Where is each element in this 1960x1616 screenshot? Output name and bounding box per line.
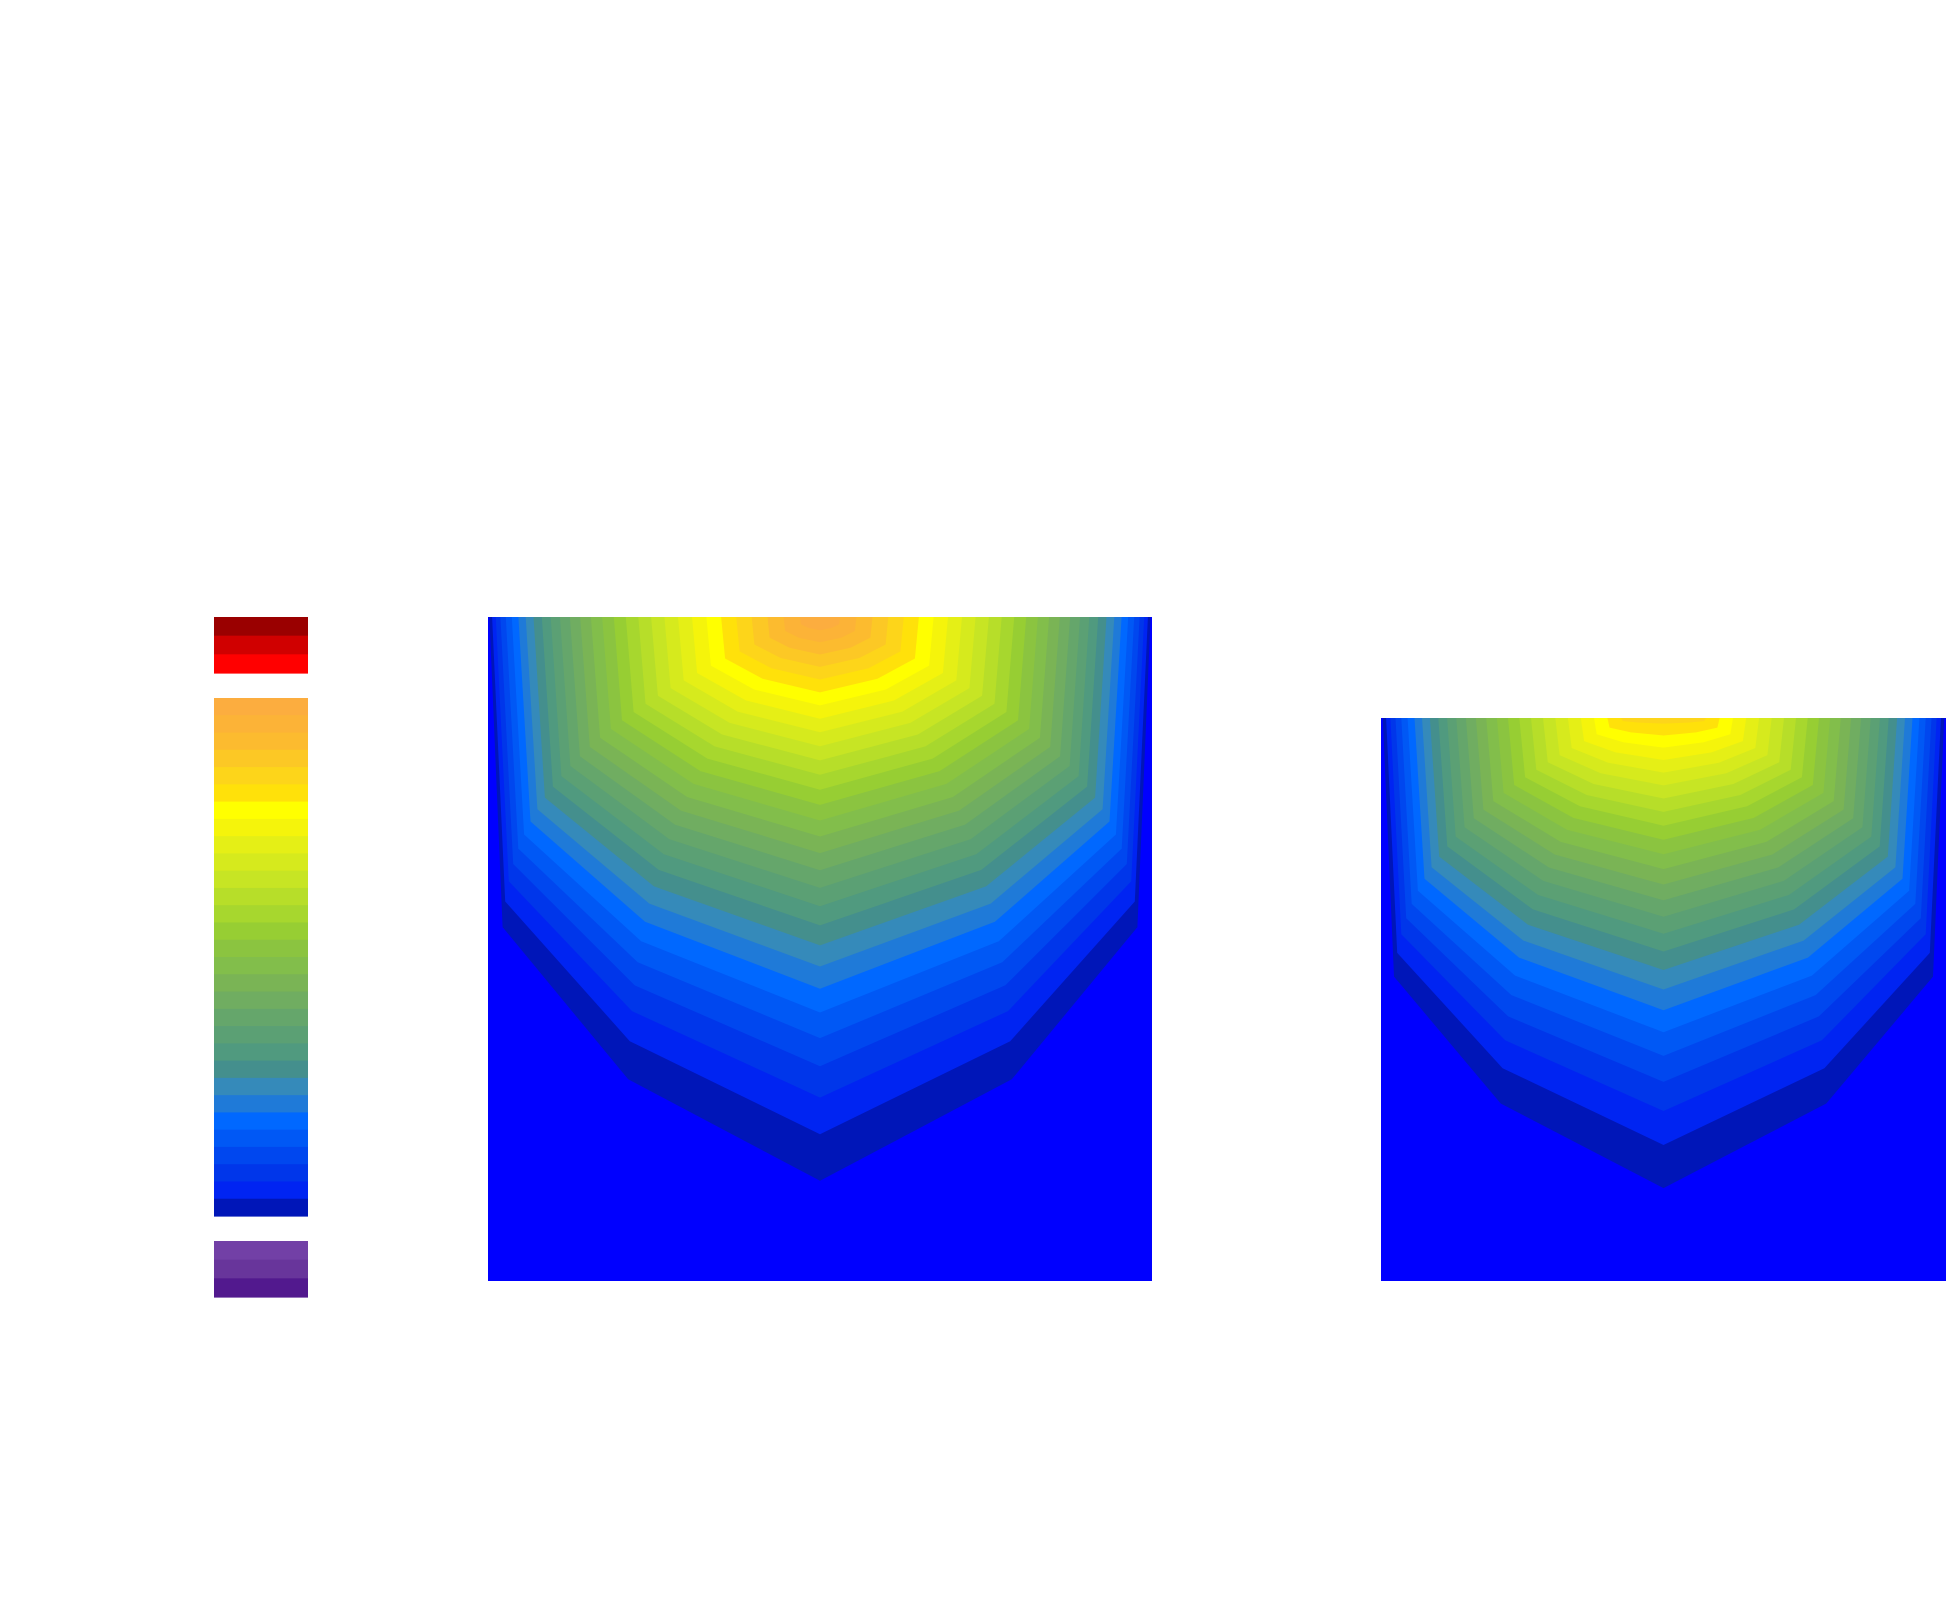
colorbar-swatch-upper-2	[214, 635, 308, 655]
colorbar-swatch-main-2	[214, 715, 308, 734]
colorbar-swatch-upper-3	[214, 654, 308, 674]
contour-level-26	[1621, 718, 1706, 724]
colorbar-swatch-main-1	[214, 698, 308, 716]
colorbar-swatch-main-13	[214, 905, 308, 924]
colorbar-swatch-main-3	[214, 732, 308, 751]
colorbar	[214, 617, 308, 1298]
colorbar-swatch-main-14	[214, 922, 308, 941]
colorbar-swatch-main-12	[214, 887, 308, 906]
colorbar-swatch-upper-1	[214, 617, 308, 637]
colorbar-swatch-main-6	[214, 784, 308, 803]
colorbar-swatch-main-17	[214, 974, 308, 993]
colorbar-swatch-main-20	[214, 1026, 308, 1044]
contour-level-25	[1607, 718, 1720, 736]
colorbar-swatch-main-23	[214, 1077, 308, 1096]
colorbar-swatch-main-5	[214, 767, 308, 785]
colorbar-swatch-main-28	[214, 1164, 308, 1183]
colorbar-swatch-main-11	[214, 870, 308, 889]
colorbar-swatch-main-16	[214, 957, 308, 975]
colorbar-swatch-main-15	[214, 939, 308, 958]
colorbar-swatch-main-10	[214, 853, 308, 872]
colorbar-swatch-main-19	[214, 1008, 308, 1027]
colorbar-swatch-main-18	[214, 991, 308, 1010]
colorbar-swatch-lower-2	[214, 1259, 308, 1279]
colorbar-swatch-main-7	[214, 801, 308, 820]
contour-level-30	[800, 617, 840, 631]
colorbar-swatch-lower-3	[214, 1278, 308, 1298]
colorbar-swatch-main-27	[214, 1146, 308, 1165]
colorbar-swatch-main-26	[214, 1129, 308, 1148]
contour-plot-left	[488, 617, 1152, 1281]
colorbar-swatch-main-24	[214, 1095, 308, 1113]
colorbar-swatch-main-9	[214, 836, 308, 854]
colorbar-swatch-main-22	[214, 1060, 308, 1079]
colorbar-swatch-main-25	[214, 1112, 308, 1131]
colorbar-swatch-lower-1	[214, 1241, 308, 1261]
colorbar-swatch-main-4	[214, 749, 308, 768]
colorbar-swatch-main-21	[214, 1043, 308, 1062]
colorbar-swatch-main-8	[214, 818, 308, 837]
colorbar-swatch-main-30	[214, 1198, 308, 1217]
colorbar-swatch-main-29	[214, 1181, 308, 1200]
contour-plot-right	[1381, 718, 1946, 1281]
